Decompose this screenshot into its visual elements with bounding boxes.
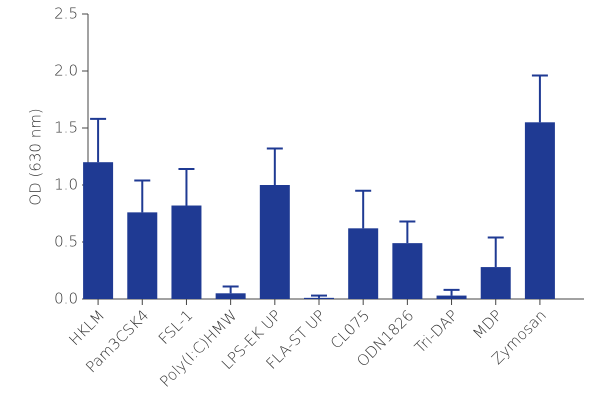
bar [392, 243, 423, 299]
y-tick-label: 0.0 [54, 290, 78, 308]
bar [436, 295, 467, 299]
y-tick-label: 1.5 [54, 119, 78, 137]
bar [348, 228, 379, 299]
x-tick-label: HKLM [65, 306, 108, 349]
y-tick-label: 2.0 [54, 62, 78, 80]
bar [127, 212, 158, 299]
bar [524, 122, 555, 299]
x-tick-label: MDP [469, 306, 505, 342]
x-tick-label: FSL-1 [155, 306, 197, 348]
bar [480, 267, 511, 299]
bar [171, 205, 202, 299]
bar [259, 185, 290, 299]
y-axis-label: OD (630 nm) [27, 108, 45, 205]
x-tick-label: Poly(I:C)HMW [156, 306, 240, 390]
y-tick-label: 0.5 [54, 233, 78, 251]
bar [83, 162, 114, 299]
y-tick-label: 1.0 [54, 176, 78, 194]
bar [304, 297, 334, 299]
x-tick-label: Tri-DAP [411, 306, 461, 356]
y-tick-label: 2.5 [54, 5, 78, 23]
bar [215, 293, 246, 299]
